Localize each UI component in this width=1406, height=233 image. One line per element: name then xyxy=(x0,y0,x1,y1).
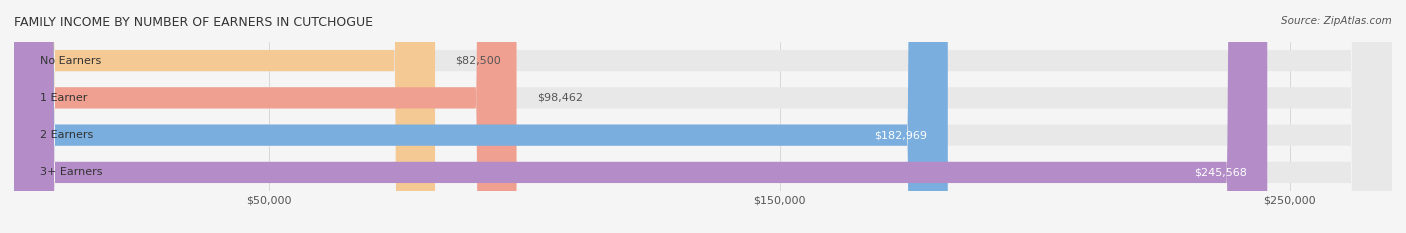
Text: 3+ Earners: 3+ Earners xyxy=(39,168,103,177)
FancyBboxPatch shape xyxy=(14,0,1392,233)
Text: Source: ZipAtlas.com: Source: ZipAtlas.com xyxy=(1281,16,1392,26)
Text: $82,500: $82,500 xyxy=(456,56,502,65)
FancyBboxPatch shape xyxy=(14,0,1392,233)
Text: FAMILY INCOME BY NUMBER OF EARNERS IN CUTCHOGUE: FAMILY INCOME BY NUMBER OF EARNERS IN CU… xyxy=(14,16,373,29)
Text: $98,462: $98,462 xyxy=(537,93,583,103)
FancyBboxPatch shape xyxy=(14,0,516,233)
Text: $182,969: $182,969 xyxy=(875,130,928,140)
FancyBboxPatch shape xyxy=(14,0,1267,233)
FancyBboxPatch shape xyxy=(14,0,1392,233)
Text: 2 Earners: 2 Earners xyxy=(39,130,93,140)
FancyBboxPatch shape xyxy=(14,0,1392,233)
FancyBboxPatch shape xyxy=(14,0,948,233)
FancyBboxPatch shape xyxy=(14,0,434,233)
Text: No Earners: No Earners xyxy=(39,56,101,65)
Text: $245,568: $245,568 xyxy=(1194,168,1247,177)
Text: 1 Earner: 1 Earner xyxy=(39,93,87,103)
